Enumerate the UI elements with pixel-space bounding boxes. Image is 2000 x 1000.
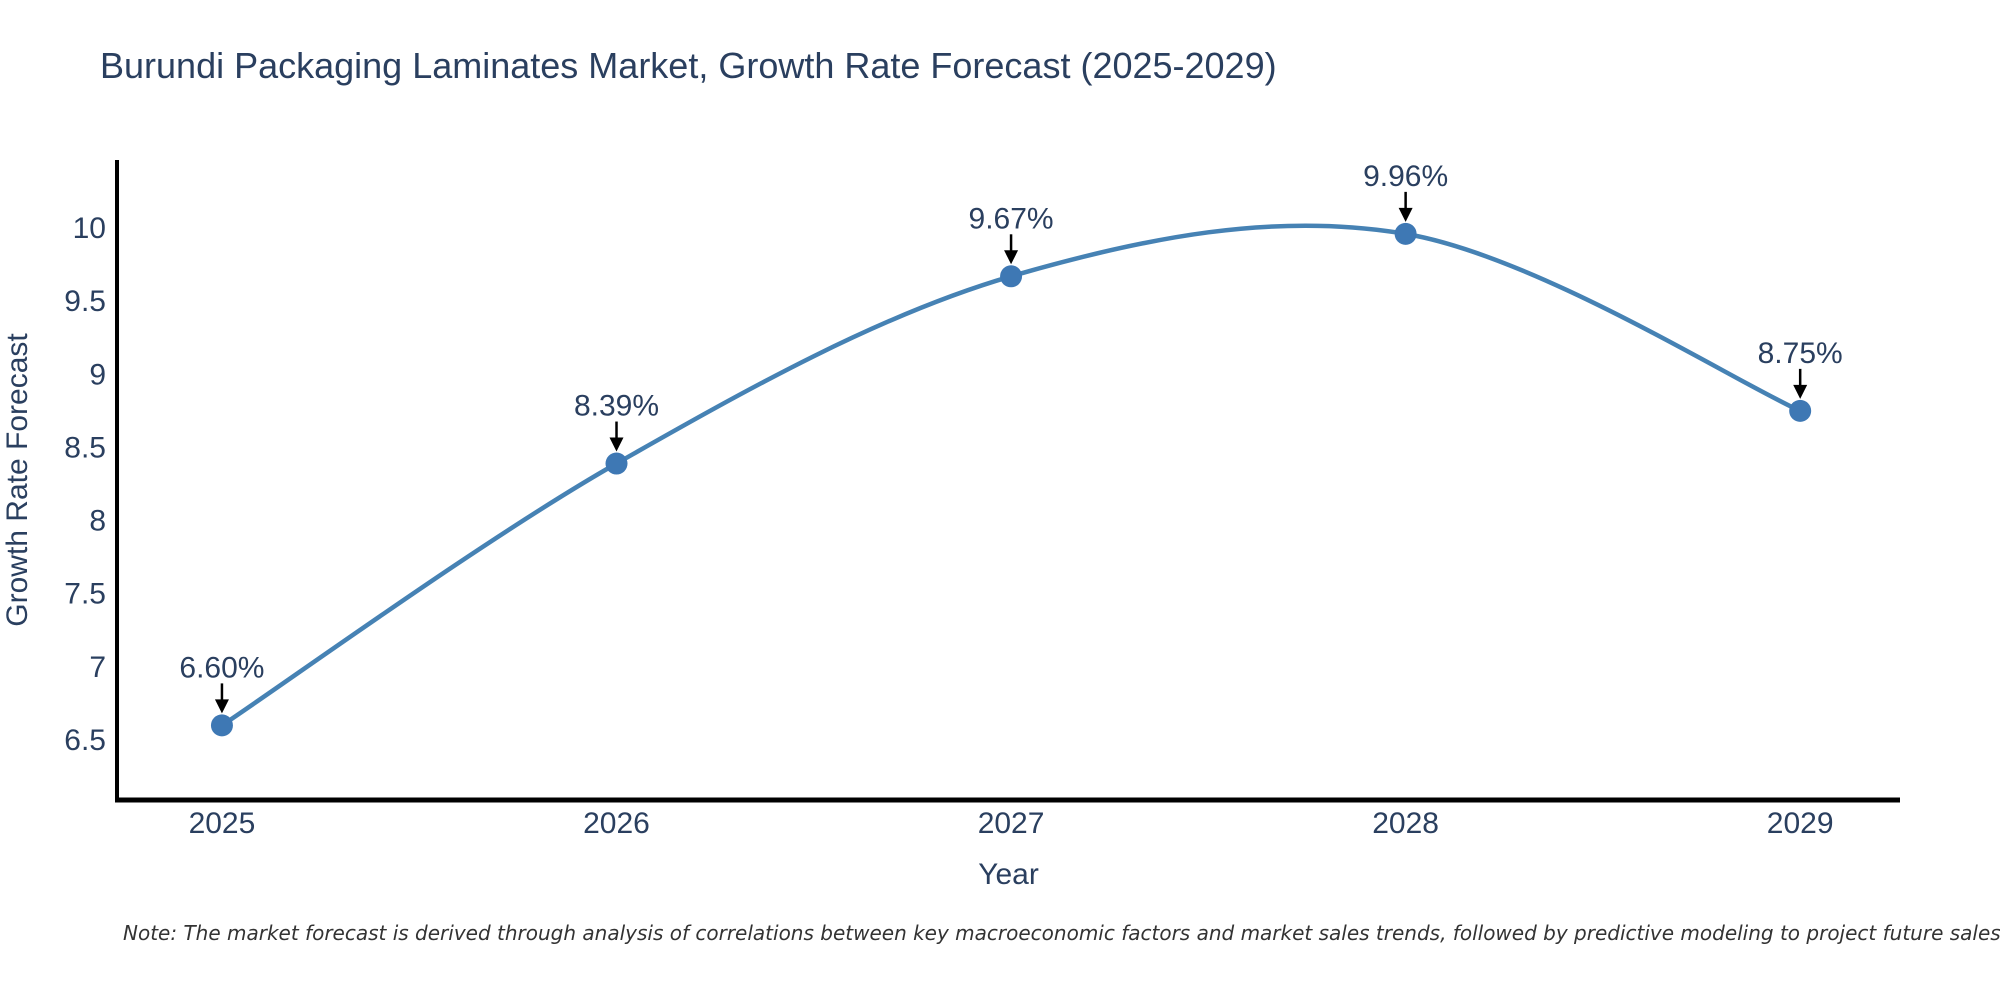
x-tick-label: 2025 xyxy=(189,807,256,840)
point-label-2027: 9.67% xyxy=(969,202,1054,235)
y-tick-label: 8.5 xyxy=(64,431,106,464)
y-axis-title: Growth Rate Forecast xyxy=(1,333,34,627)
trend-line xyxy=(219,223,1803,728)
x-tick-label: 2027 xyxy=(978,807,1045,840)
y-tick-label: 10 xyxy=(73,212,106,245)
x-tick-label: 2028 xyxy=(1372,807,1439,840)
chart-title: Burundi Packaging Laminates Market, Grow… xyxy=(100,45,1277,86)
y-tick-label: 9.5 xyxy=(64,285,106,318)
data-point-marker-2025 xyxy=(210,714,233,737)
x-tick-label: 2029 xyxy=(1767,807,1834,840)
point-label-2025: 6.60% xyxy=(179,651,264,684)
x-axis-title: Year xyxy=(978,858,1039,891)
data-point-marker-2027 xyxy=(1000,265,1023,288)
data-point-marker-2029 xyxy=(1789,399,1812,422)
y-tick-label: 9 xyxy=(89,358,106,391)
point-label-2026: 8.39% xyxy=(574,390,659,423)
point-label-2029: 8.75% xyxy=(1758,337,1843,370)
note-text: Note: The market forecast is derived thr… xyxy=(123,921,2000,945)
point-label-2028: 9.96% xyxy=(1363,160,1448,193)
data-point-marker-2026 xyxy=(605,452,628,475)
annotation-arrowhead-icon xyxy=(214,699,229,714)
annotation-arrowhead-icon xyxy=(1793,384,1808,399)
data-point-marker-2028 xyxy=(1394,222,1417,245)
y-tick-label: 6.5 xyxy=(64,724,106,757)
y-tick-label: 7.5 xyxy=(64,578,106,611)
x-tick-label: 2026 xyxy=(583,807,650,840)
annotation-arrowhead-icon xyxy=(609,437,624,452)
y-tick-label: 8 xyxy=(89,505,106,538)
y-tick-label: 7 xyxy=(89,651,106,684)
annotation-arrowhead-icon xyxy=(1004,250,1019,265)
annotation-arrowhead-icon xyxy=(1398,207,1413,222)
